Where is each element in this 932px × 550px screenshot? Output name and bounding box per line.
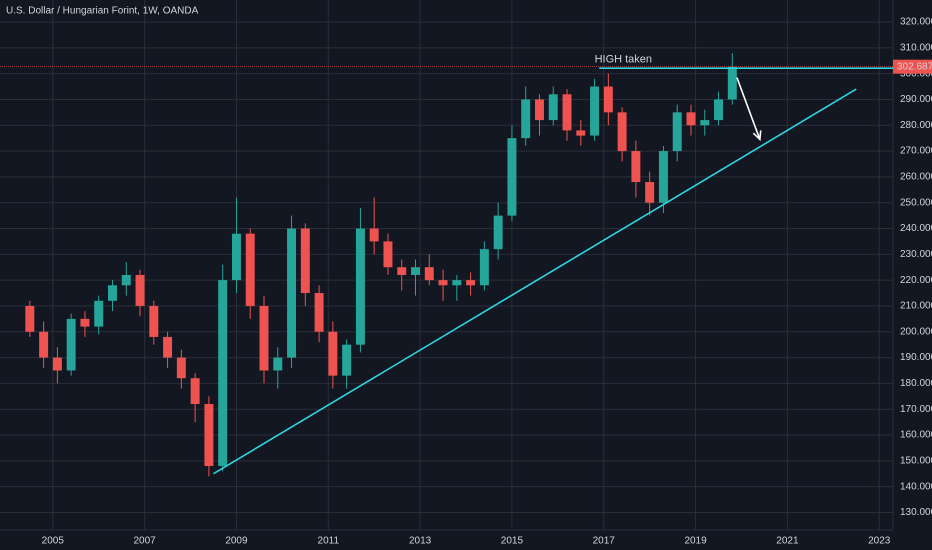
arrow-head	[752, 130, 762, 142]
candle-body	[452, 280, 462, 286]
y-tick-label: 320.000	[900, 17, 932, 28]
candle-body	[521, 99, 531, 139]
y-tick-label: 180.000	[900, 378, 932, 389]
candle-body	[163, 336, 173, 358]
candle-body	[135, 274, 145, 306]
candle-body	[66, 318, 76, 371]
candle-body	[383, 241, 393, 268]
candle-body	[727, 66, 737, 100]
y-tick-label: 230.000	[900, 249, 932, 260]
x-tick-label: 2023	[868, 536, 891, 547]
candle-body	[507, 138, 517, 216]
chart-title: U.S. Dollar / Hungarian Forint, 1W, OAND…	[6, 6, 199, 17]
candle-body	[204, 404, 214, 466]
candle-body	[218, 280, 228, 466]
x-tick-label: 2019	[684, 536, 707, 547]
drawing-line	[213, 88, 857, 475]
candle-body	[714, 99, 724, 121]
candle-body	[411, 267, 420, 275]
candle-body	[39, 331, 49, 358]
y-tick-label: 280.000	[900, 120, 932, 131]
x-tick-label: 2017	[593, 536, 616, 547]
candle-body	[672, 112, 682, 152]
candle-body	[658, 151, 668, 203]
candle-body	[314, 293, 324, 332]
candle-body	[686, 112, 696, 126]
candle-body	[603, 86, 613, 113]
candle-body	[397, 267, 407, 275]
drawing-arrow	[736, 77, 761, 140]
candle-body	[590, 86, 600, 136]
x-tick-label: 2005	[42, 536, 65, 547]
candle-body	[355, 228, 365, 345]
candle-body	[52, 357, 62, 371]
y-tick-label: 220.000	[900, 275, 932, 286]
candle-body	[190, 378, 200, 405]
candle-body	[424, 267, 434, 281]
last-price-label: 302.687	[897, 61, 932, 72]
x-tick-label: 2007	[133, 536, 156, 547]
y-tick-label: 130.000	[900, 507, 932, 518]
y-tick-label: 190.000	[900, 352, 932, 363]
y-tick-label: 300.000	[900, 68, 932, 79]
candle-body	[108, 285, 117, 301]
candle-body	[259, 305, 269, 371]
candle-body	[700, 120, 710, 126]
grid	[0, 0, 893, 530]
candle-body	[631, 151, 641, 183]
y-tick-label: 210.000	[900, 301, 932, 312]
candle-body	[548, 94, 558, 121]
y-tick-label: 290.000	[900, 94, 932, 105]
last-price-box	[893, 59, 932, 74]
candle-body	[576, 130, 586, 136]
x-tick-label: 2015	[501, 536, 524, 547]
candle-body	[94, 300, 104, 327]
candle-body	[149, 305, 159, 337]
candle-body	[25, 305, 35, 332]
y-tick-label: 170.000	[900, 404, 932, 415]
candle-body	[273, 357, 283, 371]
y-tick-label: 150.000	[900, 455, 932, 466]
y-tick-label: 260.000	[900, 172, 932, 183]
y-tick-label: 200.000	[900, 326, 932, 337]
candle-body	[342, 344, 352, 376]
candle-body	[300, 228, 310, 294]
y-tick-label: 270.000	[900, 146, 932, 157]
y-tick-label: 160.000	[900, 430, 932, 441]
candle-body	[231, 233, 241, 281]
candle-body	[176, 357, 186, 379]
candle-body	[534, 99, 544, 121]
candle-body	[369, 228, 379, 242]
x-tick-label: 2009	[225, 536, 248, 547]
candle-body	[645, 182, 655, 203]
x-tick-label: 2021	[776, 536, 799, 547]
x-tick-label: 2013	[409, 536, 432, 547]
candle-body	[245, 233, 255, 306]
candle-body	[438, 280, 448, 286]
candle-body	[121, 274, 131, 286]
candle-body	[287, 228, 297, 358]
candle-body	[328, 331, 338, 376]
y-tick-label: 250.000	[900, 197, 932, 208]
candle-body	[80, 318, 90, 327]
annotation: HIGH taken	[595, 53, 652, 65]
candle-body	[493, 215, 503, 250]
y-tick-label: 310.000	[900, 42, 932, 53]
candle-body	[562, 94, 572, 131]
candle-body	[617, 112, 627, 152]
candle-body	[479, 249, 489, 286]
candle-body	[466, 280, 476, 286]
x-tick-label: 2011	[318, 536, 340, 547]
y-tick-label: 140.000	[900, 481, 932, 492]
y-tick-label: 240.000	[900, 223, 932, 234]
plot	[0, 52, 893, 477]
